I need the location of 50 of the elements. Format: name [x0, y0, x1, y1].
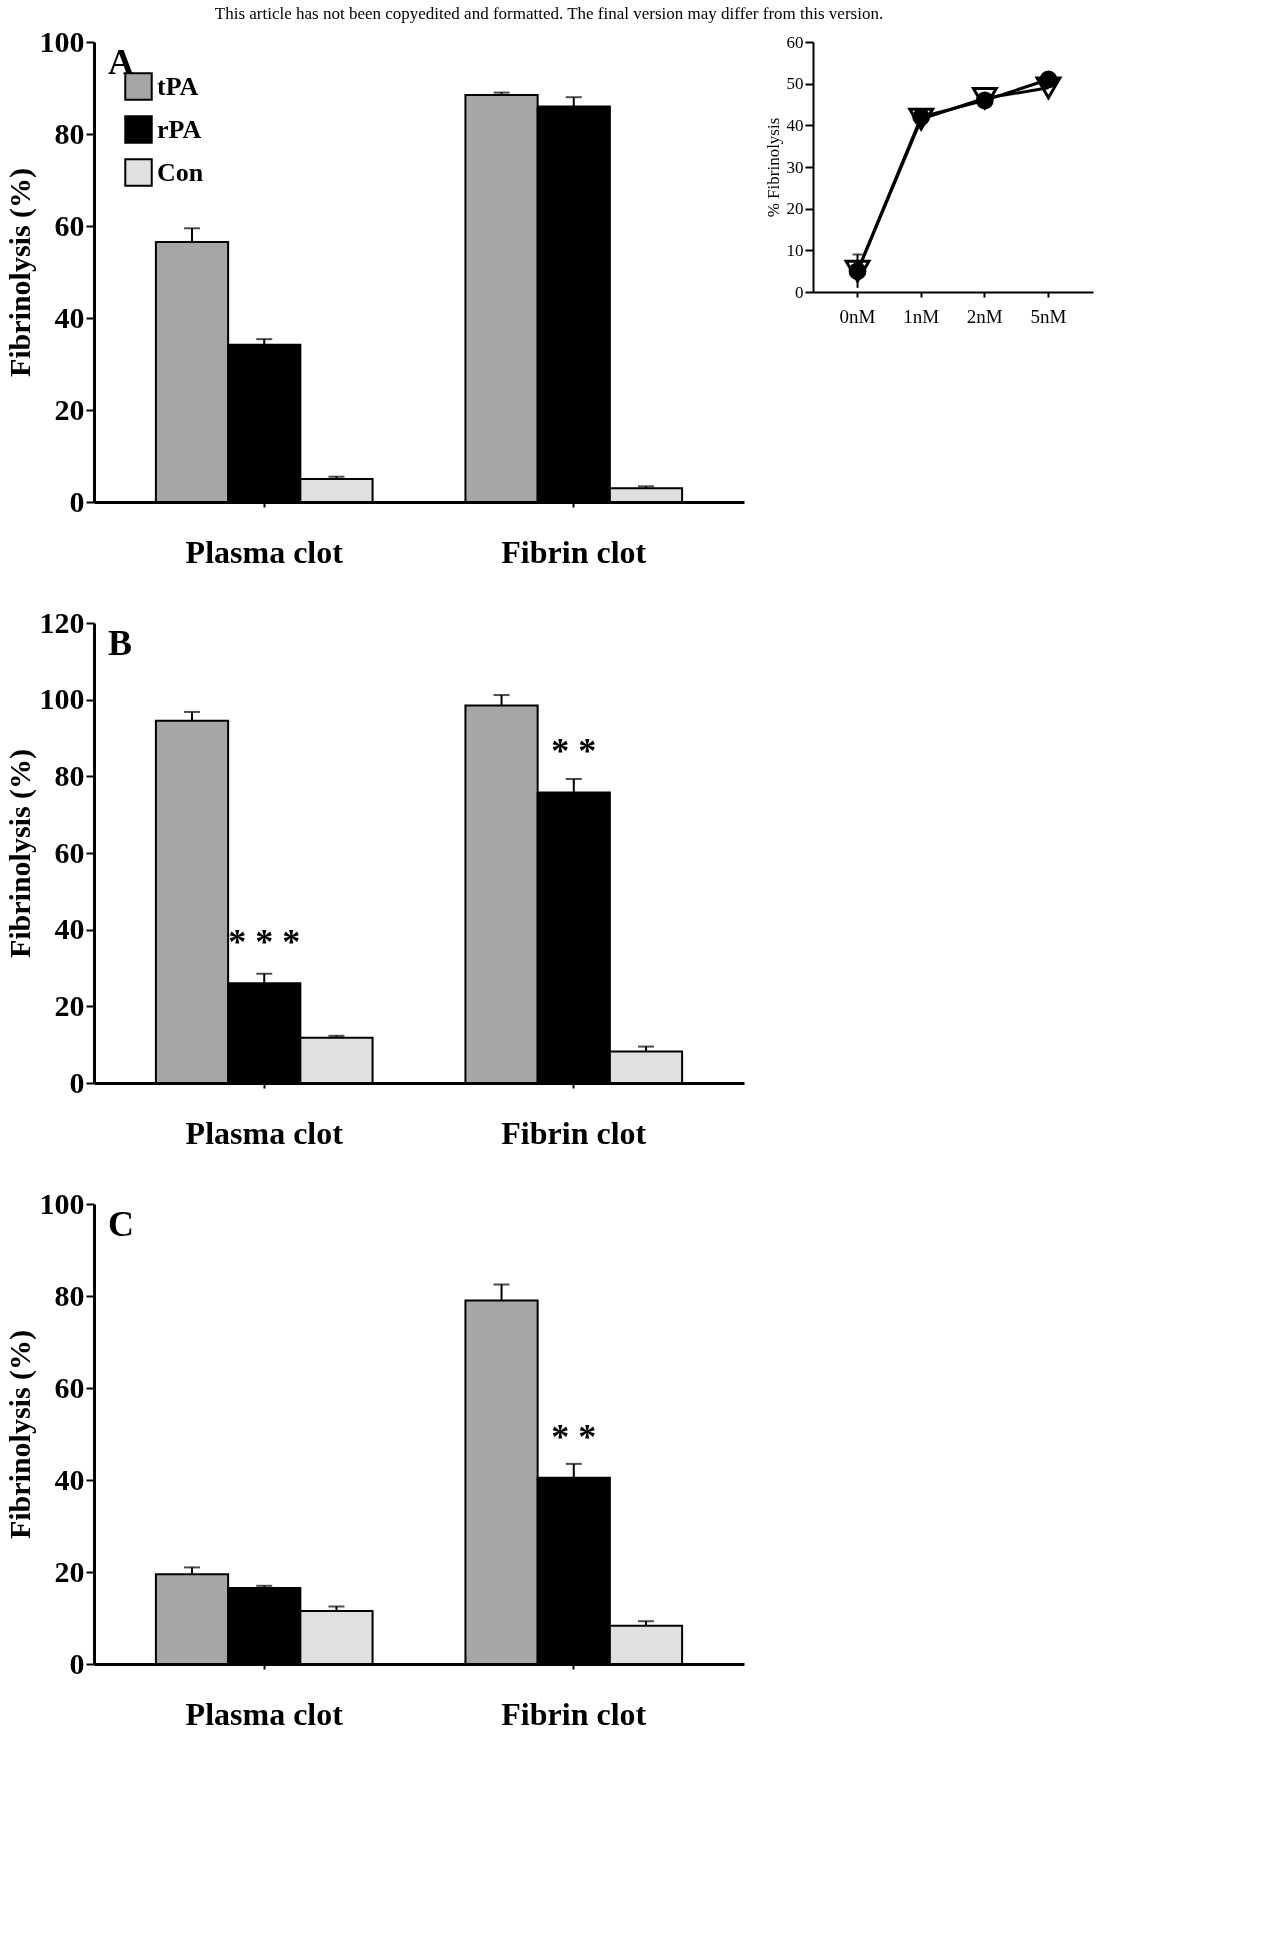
y-axis-title: % Fibrinolysis: [763, 117, 783, 218]
y-tick-label: 120: [39, 605, 85, 639]
legend-label: Con: [157, 157, 204, 187]
annotation: * *: [551, 731, 597, 772]
y-tick-label: 10: [786, 240, 804, 260]
y-tick-label: 60: [54, 208, 85, 242]
x-tick-label: Plasma clot: [185, 533, 344, 570]
y-tick-label: 60: [786, 32, 804, 52]
y-tick-label: 0: [69, 1646, 85, 1680]
y-tick-label: 60: [54, 1370, 85, 1404]
y-tick-label: 20: [54, 988, 85, 1022]
y-tick-label: 80: [54, 1278, 85, 1312]
y-tick-label: 80: [54, 758, 85, 792]
y-tick-label: 60: [54, 835, 85, 869]
x-tick-label: 5nM: [1030, 305, 1067, 327]
x-tick-label: Plasma clot: [185, 1114, 344, 1151]
y-tick-label: 20: [786, 199, 804, 219]
x-tick-label: Fibrin clot: [501, 1695, 647, 1732]
y-tick-label: 0: [795, 282, 804, 302]
y-tick-label: 20: [54, 392, 85, 426]
x-tick-label: 1nM: [903, 305, 940, 327]
y-tick-label: 40: [54, 300, 85, 334]
legend-label: rPA: [157, 114, 202, 144]
annotation: * *: [551, 1416, 597, 1457]
legend-label: tPA: [157, 71, 199, 101]
x-tick-label: Fibrin clot: [501, 533, 647, 570]
chart-title: A: [108, 42, 134, 82]
text: This article has not been copyedited and formatted. The final version may differ from this version.: [214, 4, 884, 23]
y-tick-label: 20: [54, 1554, 85, 1588]
y-tick-label: 80: [54, 116, 85, 150]
y-tick-label: 40: [786, 115, 804, 135]
x-tick-label: Plasma clot: [185, 1695, 344, 1732]
x-tick-label: Fibrin clot: [501, 1114, 647, 1151]
y-tick-label: 40: [54, 912, 85, 946]
y-axis-title: Fibrinolysis (%): [2, 1329, 37, 1540]
annotation: * * *: [228, 922, 301, 963]
y-tick-label: 100: [39, 1186, 85, 1220]
y-tick-label: 50: [786, 74, 804, 94]
x-tick-label: 0nM: [839, 305, 876, 327]
x-tick-label: 2nM: [966, 305, 1003, 327]
y-tick-label: 100: [39, 24, 85, 58]
chart-title: B: [108, 623, 133, 663]
chart-title: C: [108, 1204, 134, 1244]
y-tick-label: 0: [69, 1065, 85, 1099]
y-axis-title: Fibrinolysis (%): [2, 748, 37, 959]
y-tick-label: 40: [54, 1462, 85, 1496]
y-tick-label: 100: [39, 682, 85, 716]
y-tick-label: 0: [69, 484, 85, 518]
y-axis-title: Fibrinolysis (%): [2, 167, 37, 378]
y-tick-label: 30: [786, 157, 804, 177]
